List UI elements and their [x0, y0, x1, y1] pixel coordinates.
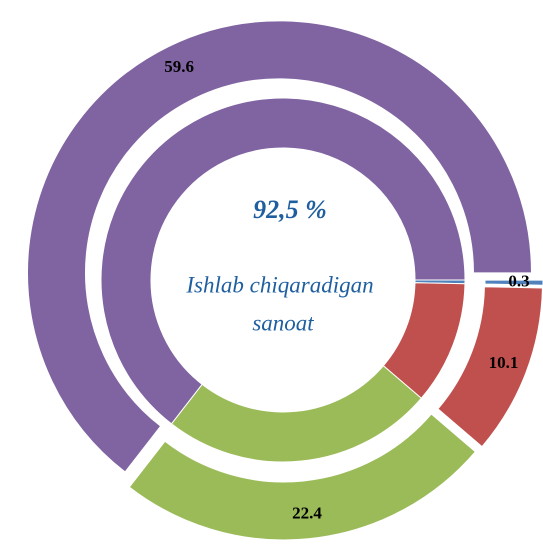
rings — [27, 20, 543, 541]
inner-slice — [100, 97, 466, 425]
outer-slice — [27, 20, 532, 473]
outer-slice — [128, 413, 477, 541]
outer-slice — [437, 286, 543, 448]
data-label: 10.1 — [489, 353, 519, 372]
data-label: 22.4 — [292, 504, 322, 523]
data-label: 59.6 — [164, 57, 194, 76]
center-label: sanoat — [252, 310, 314, 335]
data-label: 0.3 — [508, 271, 529, 290]
center-label: Ishlab chiqaradigan — [185, 272, 373, 297]
center-value: 92,5 % — [253, 195, 327, 224]
inner-slice — [170, 365, 423, 463]
